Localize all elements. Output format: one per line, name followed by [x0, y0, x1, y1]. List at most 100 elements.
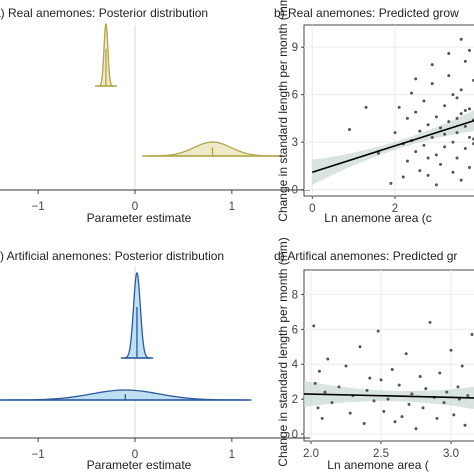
data-point: [434, 153, 438, 157]
data-point: [426, 156, 430, 160]
data-point: [326, 357, 330, 361]
panel-a-title: a) Real anemones: Posterior distribution: [0, 6, 208, 20]
data-point: [455, 156, 459, 160]
panel-c-x-label: Parameter estimate: [87, 458, 192, 472]
data-point: [463, 109, 467, 112]
data-point: [447, 74, 451, 78]
data-point: [414, 110, 418, 114]
data-point: [400, 415, 404, 419]
data-point: [410, 91, 414, 95]
tick-label: 2.0: [303, 448, 319, 460]
data-point: [317, 369, 321, 373]
data-point: [430, 63, 434, 67]
data-point: [428, 320, 432, 324]
data-point: [442, 401, 446, 405]
data-point: [418, 129, 422, 133]
panel-d-x-ticks: 2.0 2.5 3.0: [303, 441, 459, 460]
panel-c-density-curves: [0, 272, 252, 401]
data-point: [418, 374, 422, 378]
data-point: [376, 151, 380, 155]
panel-d-title: d) Artifical anemones: Predicted gr: [274, 249, 457, 263]
panel-c: c) Artificial anemones: Posterior distri…: [0, 249, 310, 472]
data-point: [443, 104, 447, 108]
panel-b-y-label: Change in standard length per month (mm): [276, 0, 290, 222]
data-point: [414, 77, 418, 81]
panel-b-y-ticks: 0 3 6 9: [292, 42, 304, 197]
data-point: [459, 112, 463, 116]
data-point: [348, 128, 351, 131]
panel-d-y-label: Change in standard length per month (mm): [276, 237, 290, 466]
data-point: [430, 82, 434, 86]
data-point: [362, 422, 366, 426]
data-point: [368, 376, 372, 380]
data-point: [463, 147, 467, 150]
data-point: [456, 385, 460, 389]
data-point: [451, 170, 455, 174]
data-point: [422, 143, 426, 147]
data-point: [467, 107, 471, 111]
data-point: [455, 131, 459, 135]
data-point: [459, 88, 463, 92]
data-point: [449, 348, 453, 352]
data-point: [365, 388, 369, 392]
panel-c-title: c) Artificial anemones: Posterior distri…: [0, 249, 224, 263]
data-point: [434, 183, 438, 187]
panel-d-points: [312, 320, 474, 431]
data-point: [401, 175, 405, 179]
tick-label: 8: [292, 289, 298, 301]
data-point: [455, 96, 459, 100]
data-point: [313, 381, 317, 385]
panel-a-x-ticks: −1 0 1: [32, 190, 235, 213]
data-point: [372, 399, 376, 403]
data-point: [451, 140, 455, 144]
data-point: [364, 105, 368, 109]
panel-d-grid: [304, 270, 474, 441]
data-point: [316, 406, 320, 410]
tick-label: 2: [292, 394, 298, 406]
panel-a-density-curves: [94, 22, 283, 157]
data-point: [386, 397, 390, 401]
data-point: [376, 329, 380, 333]
tick-label: −1: [32, 201, 45, 213]
data-point: [459, 178, 463, 182]
panel-c-x-ticks: −1 0 1: [32, 438, 235, 461]
data-point: [459, 37, 463, 41]
data-point: [451, 93, 455, 97]
tick-label: 0: [132, 449, 138, 461]
data-point: [438, 371, 442, 375]
data-point: [410, 392, 414, 396]
data-point: [407, 402, 411, 406]
data-point: [390, 367, 394, 371]
tick-label: 1: [229, 201, 235, 213]
data-point: [414, 427, 418, 431]
tick-label: 2: [392, 203, 398, 215]
data-point: [435, 416, 439, 420]
data-point: [418, 169, 422, 173]
data-point: [434, 115, 438, 119]
tick-label: 0: [292, 429, 298, 441]
data-point: [467, 48, 471, 52]
data-point: [393, 420, 397, 424]
tick-label: 2.5: [373, 448, 389, 460]
panel-d-y-ticks: 0 2 4 6 8: [292, 289, 304, 441]
data-point: [439, 162, 442, 166]
data-point: [421, 406, 425, 410]
data-point: [424, 387, 428, 391]
data-point: [470, 333, 474, 337]
data-point: [397, 105, 401, 109]
data-point: [397, 383, 401, 387]
data-point: [344, 364, 348, 368]
panel-b-title: b) Real anemones: Predicted grow: [274, 6, 459, 20]
data-point: [405, 159, 409, 163]
panel-a-x-label: Parameter estimate: [87, 211, 192, 225]
data-point: [323, 390, 327, 394]
data-point: [358, 345, 362, 349]
data-point: [348, 411, 352, 415]
tick-label: 1: [229, 449, 235, 461]
data-point: [466, 394, 470, 398]
tick-label: 0: [292, 185, 298, 197]
panel-d: d) Artifical anemones: Predicted gr 2.0 …: [274, 237, 474, 472]
data-point: [379, 378, 383, 382]
tick-label: 0: [309, 203, 315, 215]
data-point: [393, 131, 397, 135]
